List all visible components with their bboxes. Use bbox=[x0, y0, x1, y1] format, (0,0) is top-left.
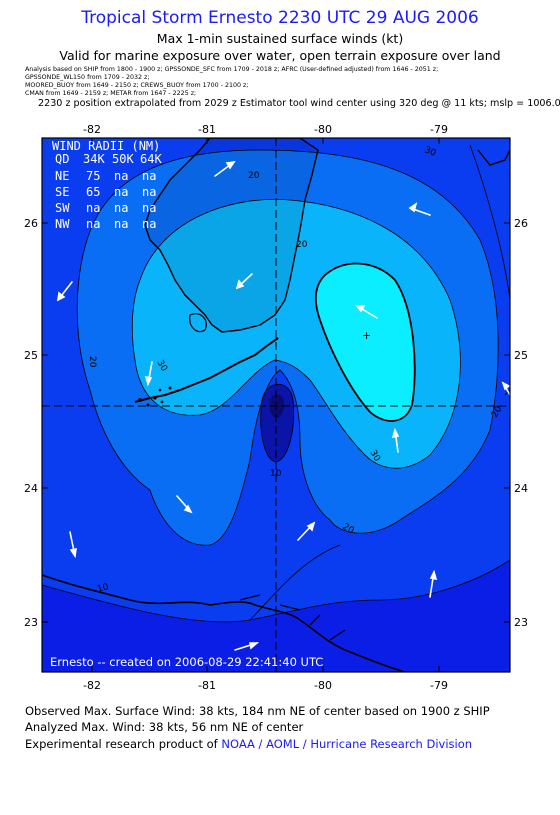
wind-radii-table: WIND RADII (NM) QD 34K 50K 64K NE 75 na … bbox=[52, 139, 162, 231]
wind-arrow bbox=[56, 281, 73, 302]
lat-tick-label: 24 bbox=[24, 482, 38, 495]
wind-radii-quadrant: NE bbox=[55, 169, 69, 183]
wind-radii-r34: 75 bbox=[86, 169, 100, 183]
lon-tick-label: -79 bbox=[430, 123, 448, 136]
lon-tick-label: -82 bbox=[83, 679, 101, 692]
wind-arrow bbox=[144, 361, 153, 387]
frame-ticks bbox=[42, 138, 510, 672]
wind-radii-r64: na bbox=[142, 185, 156, 199]
contour-20kt bbox=[76, 149, 499, 546]
wind-radii-r34: na bbox=[86, 201, 100, 215]
analysis-line: CMAN from 1649 - 2159 z; METAR from 1647… bbox=[25, 90, 197, 97]
contour-20kt-east bbox=[469, 144, 510, 301]
subtitle-units: Max 1-min sustained surface winds (kt) bbox=[156, 31, 404, 46]
wind-arrow bbox=[176, 495, 193, 514]
analysis-line: GPSSONDE_WL150 from 1709 - 2032 z; bbox=[25, 74, 150, 81]
lat-tick-label: 23 bbox=[24, 616, 38, 629]
keys-islets bbox=[138, 386, 172, 407]
extrapolation-note: 2230 z position extrapolated from 2029 z… bbox=[38, 98, 560, 109]
wind-radii-r50: na bbox=[114, 217, 128, 231]
cuba-coast bbox=[42, 574, 406, 672]
wind-radii-title: WIND RADII (NM) bbox=[52, 139, 160, 153]
analysis-line: Analysis based on SHIP from 1800 - 1900 … bbox=[25, 66, 439, 73]
analysis-sources: Analysis based on SHIP from 1800 - 1900 … bbox=[25, 66, 545, 98]
wind-arrow bbox=[235, 273, 253, 290]
max-wind-marker: + bbox=[362, 329, 371, 342]
wind-above-35-band bbox=[315, 263, 415, 422]
wind-radii-r50: na bbox=[114, 185, 128, 199]
wind-radii-r50: na bbox=[114, 201, 128, 215]
lat-tick-label: 26 bbox=[24, 217, 38, 230]
wind-arrow bbox=[69, 531, 77, 559]
lat-tick-label: 23 bbox=[514, 616, 528, 629]
contour-10kt bbox=[42, 559, 510, 623]
wind-arrow bbox=[391, 427, 400, 453]
wind-radii-header-50k: 50K bbox=[112, 152, 134, 166]
cuba-keys bbox=[239, 594, 346, 641]
lon-tick-label: -81 bbox=[198, 123, 216, 136]
lat-tick-label: 24 bbox=[514, 482, 528, 495]
lon-tick-label: -79 bbox=[430, 679, 448, 692]
wind-radii-header-64k: 64K bbox=[140, 152, 162, 166]
lon-tick-label: -80 bbox=[314, 679, 332, 692]
wind-radii-r50: na bbox=[114, 169, 128, 183]
bahamas-coast bbox=[477, 149, 510, 166]
contour-label: 30 bbox=[423, 145, 437, 158]
contour-10kt-center bbox=[260, 383, 295, 463]
subtitle-exposure: Valid for marine exposure over water, op… bbox=[59, 48, 501, 63]
lat-tick-label: 25 bbox=[514, 349, 528, 362]
wind-radii-quadrant: SW bbox=[55, 201, 70, 215]
lon-tick-label: -81 bbox=[198, 679, 216, 692]
contour-35kt bbox=[314, 262, 416, 422]
contour-label: 20 bbox=[248, 171, 260, 181]
lat-tick-label: 25 bbox=[24, 349, 38, 362]
analyzed-max-wind: Analyzed Max. Wind: 38 kts, 56 nm NE of … bbox=[25, 720, 304, 734]
wind-arrow bbox=[408, 202, 431, 216]
wind-radii-r34: na bbox=[86, 217, 100, 231]
wind-arrow bbox=[355, 305, 378, 319]
analysis-line: MOORED_BUOY from 1649 - 2150 z; CREWS_BU… bbox=[25, 82, 249, 89]
contour-label: 10 bbox=[96, 582, 110, 595]
wind-arrow bbox=[501, 381, 510, 396]
lat-tick-label: 26 bbox=[514, 217, 528, 230]
wind-radii-header-qd: QD bbox=[55, 152, 69, 166]
contour-label: 20 bbox=[296, 240, 308, 250]
observed-max-wind: Observed Max. Surface Wind: 38 kts, 184 … bbox=[25, 704, 490, 718]
wind-arrow bbox=[214, 160, 236, 177]
wind-radii-header-34k: 34K bbox=[83, 152, 105, 166]
storm-center-low bbox=[260, 384, 294, 462]
wind-radii-r64: na bbox=[142, 217, 156, 231]
andros-island bbox=[504, 389, 510, 396]
map-credit: Ernesto -- created on 2006-08-29 22:41:4… bbox=[50, 655, 323, 669]
plot-frame bbox=[41, 137, 511, 673]
wind-arrow bbox=[429, 569, 438, 598]
wind-radii-r34: 65 bbox=[86, 185, 100, 199]
contour-label: 20 bbox=[87, 356, 97, 368]
wind-radii-r64: na bbox=[142, 169, 156, 183]
florida-keys bbox=[134, 337, 279, 403]
lon-tick-label: -80 bbox=[314, 123, 332, 136]
contour-label: 10 bbox=[270, 469, 282, 479]
product-credit-prefix: Experimental research product of bbox=[25, 737, 222, 751]
contour-20kt-south bbox=[249, 544, 341, 621]
wind-arrow bbox=[297, 521, 316, 541]
wind-radii-r64: na bbox=[142, 201, 156, 215]
wind-radii-quadrant: SE bbox=[55, 185, 69, 199]
lon-tick-label: -82 bbox=[83, 123, 101, 136]
hrd-link[interactable]: NOAA / AOML / Hurricane Research Divisio… bbox=[221, 737, 473, 751]
map-title: Tropical Storm Ernesto 2230 UTC 29 AUG 2… bbox=[81, 8, 479, 28]
wind-vectors bbox=[56, 160, 510, 651]
wind-arrow bbox=[234, 642, 260, 651]
product-credit: Experimental research product of NOAA / … bbox=[25, 737, 472, 751]
wind-radii-quadrant: NW bbox=[55, 217, 70, 231]
contour-30kt bbox=[131, 199, 461, 469]
florida-land bbox=[144, 138, 319, 333]
florida-bay-shore bbox=[189, 313, 207, 333]
